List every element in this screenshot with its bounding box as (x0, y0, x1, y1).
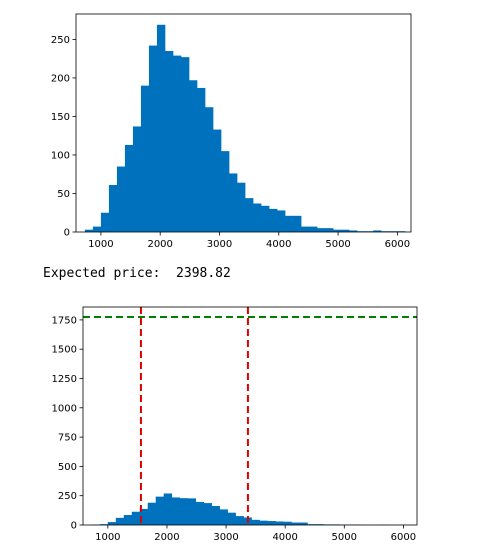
histogram-bar (147, 502, 157, 525)
x-tick-label: 2000 (154, 532, 179, 543)
histogram-bar (100, 212, 110, 232)
histogram-bar (212, 129, 222, 232)
x-tick-label: 5000 (325, 239, 350, 250)
histogram-bar (116, 166, 126, 232)
histogram-bar (211, 506, 220, 525)
histogram-bar (172, 55, 182, 232)
histogram-bar (333, 229, 342, 232)
histogram-bar (132, 126, 142, 232)
plot-frame-2 (82, 306, 418, 526)
y-tick-label: 200 (51, 73, 70, 84)
x-tick-label: 6000 (391, 532, 416, 543)
histogram-bar (307, 524, 316, 525)
histogram-bar (228, 173, 238, 232)
y-tick-label: 1250 (52, 374, 77, 385)
x-tick-label: 5000 (332, 532, 357, 543)
histogram-bar (301, 226, 310, 232)
histogram-bar (164, 50, 174, 233)
histogram-bar (123, 515, 133, 525)
histogram-bar (180, 57, 190, 232)
y-tick-label: 750 (58, 433, 77, 444)
x-tick-label: 3000 (213, 532, 238, 543)
histogram-bar (283, 521, 292, 525)
x-tick-label: 4000 (266, 239, 291, 250)
histogram-bar (220, 151, 230, 232)
y-tick-label: 0 (71, 521, 77, 532)
histogram-bar (139, 508, 149, 525)
y-tick-label: 250 (51, 35, 70, 46)
histogram-bar (259, 520, 268, 525)
histogram-bar (188, 80, 198, 232)
histogram-bar (299, 522, 308, 525)
histogram-bar (236, 182, 246, 232)
histogram-bar (187, 498, 197, 525)
histogram-bar (204, 107, 214, 232)
histogram-bar (285, 215, 294, 232)
histogram-bar (349, 230, 358, 232)
histogram-bar (291, 522, 300, 525)
histogram-bar (244, 198, 254, 232)
histogram-bar (309, 226, 318, 232)
histogram-bar (84, 229, 94, 232)
histogram-bar (277, 210, 286, 232)
histogram-bar (260, 205, 270, 232)
histogram-bar (140, 85, 150, 232)
y-tick-label: 500 (58, 462, 77, 473)
histogram-bar (155, 496, 165, 525)
histogram-bar (275, 521, 284, 525)
histogram-bar (227, 512, 236, 525)
y-tick-label: 250 (58, 491, 77, 502)
plot-frame-1 (75, 13, 412, 233)
histogram-bar (315, 524, 324, 525)
histogram-bar (267, 521, 276, 525)
histogram-bar (171, 497, 181, 525)
histogram-bar (163, 493, 173, 525)
histogram-bar (148, 45, 158, 232)
y-tick-label: 50 (57, 189, 70, 200)
histogram-bar (203, 503, 212, 525)
histogram-bar (124, 144, 134, 232)
x-tick-label: 2000 (147, 239, 172, 250)
histogram-bar (115, 517, 125, 525)
histogram-bar (99, 524, 109, 525)
histogram-bar (317, 228, 326, 232)
x-tick-label: 1000 (95, 532, 120, 543)
histogram-bar (235, 516, 244, 525)
x-tick-label: 6000 (385, 239, 410, 250)
histogram-bar (92, 226, 102, 232)
histogram-bar (179, 498, 189, 525)
histogram-bar (373, 230, 382, 232)
histogram-bar (252, 203, 262, 232)
histogram-bar (107, 522, 117, 525)
histogram-bar (156, 24, 166, 233)
x-tick-label: 3000 (207, 239, 232, 250)
histogram-bar (251, 519, 260, 525)
histogram-bar (325, 228, 334, 232)
histogram-bar (131, 511, 141, 525)
y-tick-label: 0 (64, 228, 70, 239)
histogram-bar (219, 509, 228, 525)
histogram-bar (195, 501, 204, 525)
histogram-bar (341, 229, 350, 232)
histogram-bar (293, 215, 302, 232)
y-tick-label: 100 (51, 150, 70, 161)
y-tick-label: 1750 (52, 315, 77, 326)
x-tick-label: 1000 (88, 239, 113, 250)
y-tick-label: 1000 (52, 403, 77, 414)
histogram-bar (196, 87, 206, 232)
expected-price-output: Expected price: 2398.82 (43, 266, 231, 281)
histogram-bar (108, 185, 118, 232)
x-tick-label: 4000 (272, 532, 297, 543)
histogram-bar (269, 208, 278, 232)
y-tick-label: 150 (51, 112, 70, 123)
y-tick-label: 1500 (52, 345, 77, 356)
